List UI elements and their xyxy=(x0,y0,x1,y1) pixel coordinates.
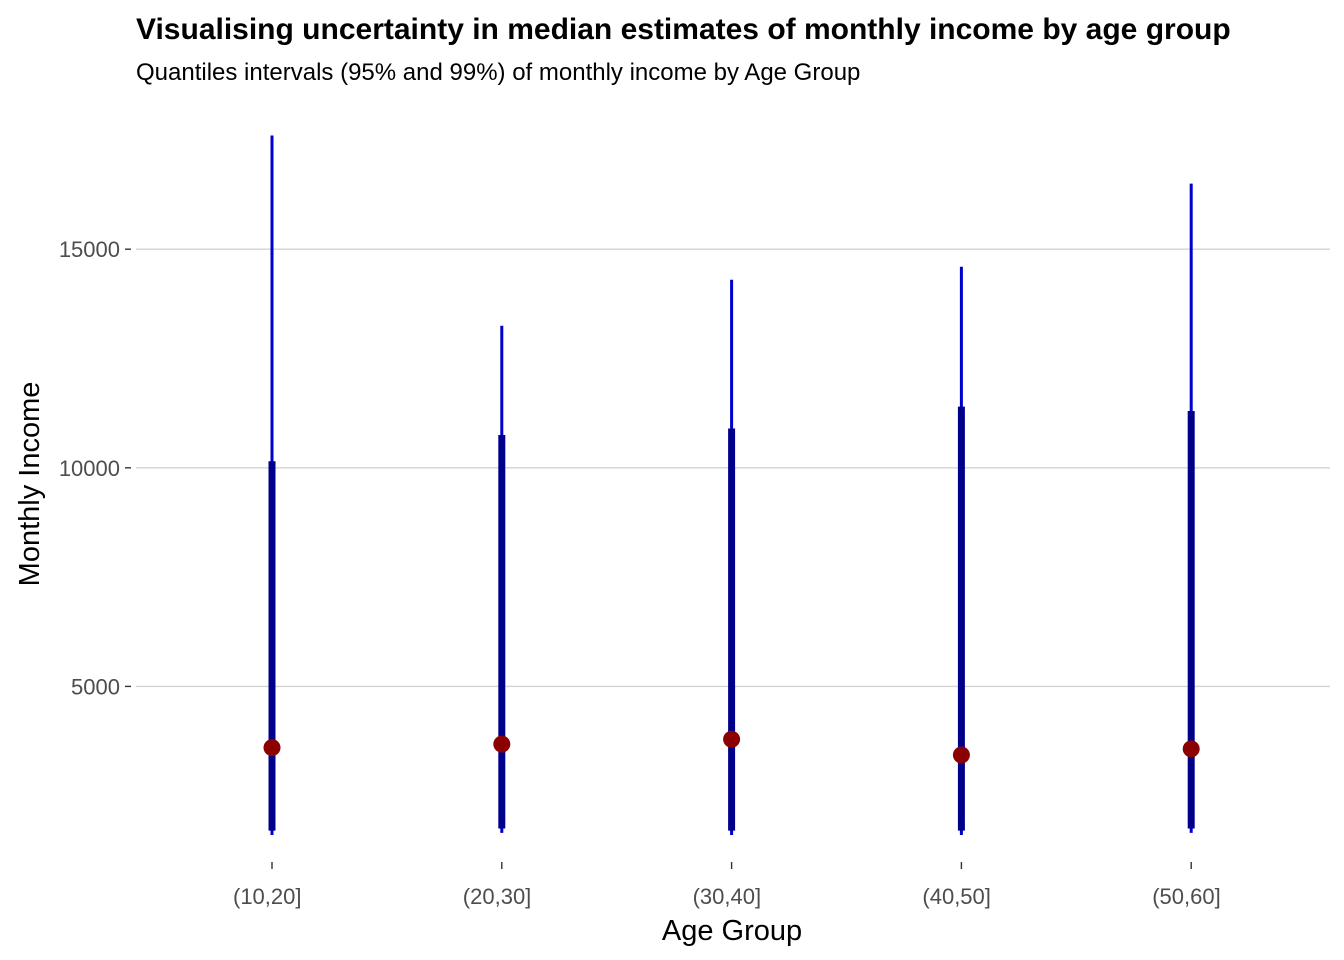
x-axis: (10,20] (20,30] (30,40] (40,50] (50,60] xyxy=(233,862,1221,909)
x-tick-label-2: (30,40] xyxy=(693,884,762,909)
chart-subtitle: Quantiles intervals (95% and 99%) of mon… xyxy=(136,59,860,86)
x-tick-label-4: (50,60] xyxy=(1152,884,1221,909)
median-point-2 xyxy=(723,730,741,748)
median-point-4 xyxy=(1182,740,1200,758)
x-tick-label-1: (20,30] xyxy=(463,884,532,909)
x-axis-title: Age Group xyxy=(662,915,802,947)
y-tick-label-0: 5000 xyxy=(71,674,120,699)
median-point-0 xyxy=(263,739,281,757)
x-tick-label-0: (10,20] xyxy=(233,884,302,909)
y-axis: 5000 10000 15000 xyxy=(59,237,131,699)
interval-series xyxy=(263,135,1200,836)
y-tick-label-2: 15000 xyxy=(59,237,120,262)
y-axis-title: Monthly Income xyxy=(14,382,46,587)
median-point-3 xyxy=(952,746,970,764)
x-tick-label-3: (40,50] xyxy=(922,884,991,909)
chart-title: Visualising uncertainty in median estima… xyxy=(136,13,1231,46)
median-point-1 xyxy=(493,735,511,753)
y-tick-label-1: 10000 xyxy=(59,456,120,481)
